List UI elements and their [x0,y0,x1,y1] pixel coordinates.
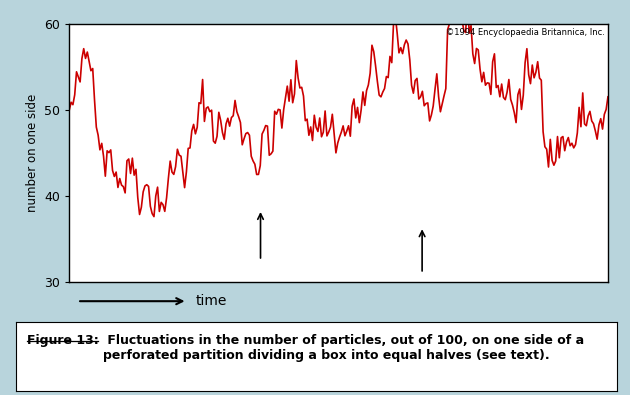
Text: Figure 13:: Figure 13: [26,334,98,347]
Y-axis label: number on one side: number on one side [26,94,38,212]
Text: time: time [195,294,227,308]
Text: ©1994 Encyclopaedia Britannica, Inc.: ©1994 Encyclopaedia Britannica, Inc. [447,28,605,37]
Text: Fluctuations in the number of particles, out of 100, on one side of a
perforated: Fluctuations in the number of particles,… [103,334,584,362]
